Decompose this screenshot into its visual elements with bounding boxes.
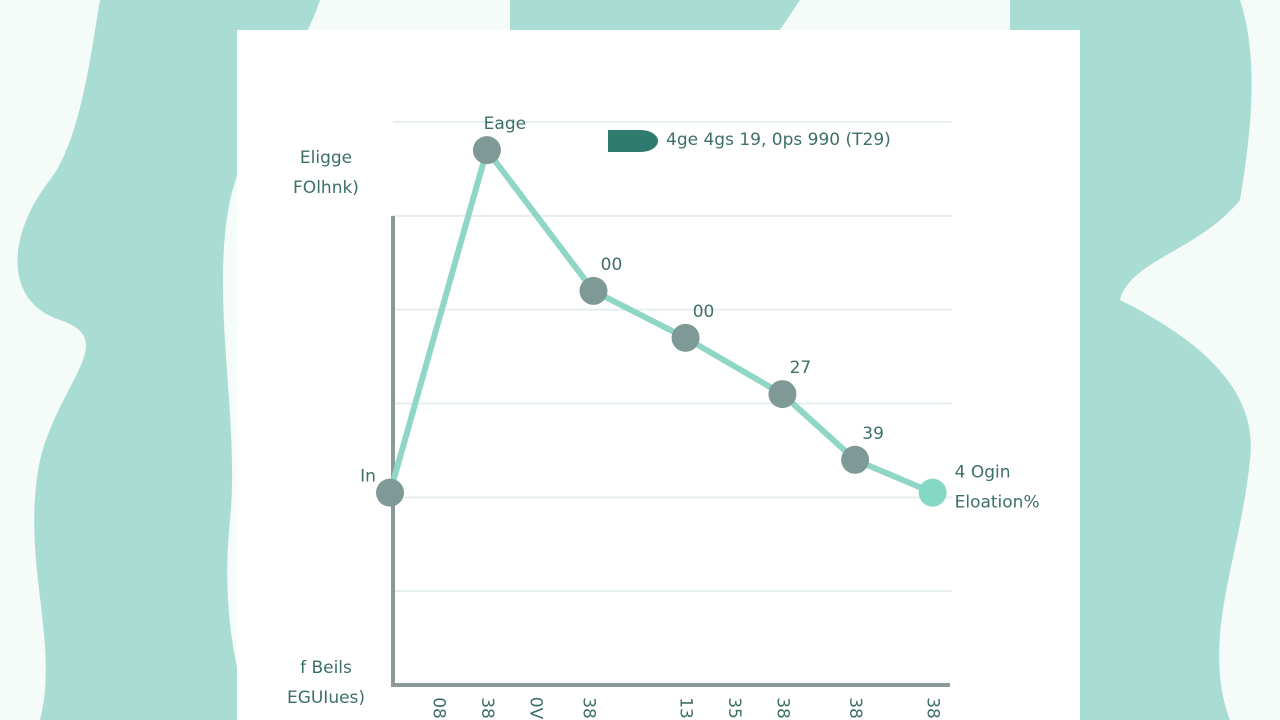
y-axis-label-line: Eligge: [300, 148, 352, 168]
x-tick-label: 38: [772, 697, 792, 719]
legend-swatch: [608, 130, 658, 152]
data-point: [841, 445, 870, 474]
plot-area: [393, 121, 952, 593]
x-tick-label: 35: [724, 697, 744, 719]
x-tick-label: 38: [845, 697, 865, 719]
point-label: 4 Ogin Eloation%: [955, 463, 1040, 513]
x-axis-label: f Beils EGUIues): [287, 658, 365, 708]
x-tick-label: 38: [923, 697, 943, 719]
data-point: [918, 478, 947, 507]
point-label: In: [360, 467, 376, 487]
point-label-line: 4 Ogin: [955, 463, 1011, 483]
x-tick-label: 0V: [525, 697, 545, 720]
data-point: [579, 276, 608, 305]
point-label: 00: [693, 302, 715, 322]
x-tick-label: 13: [676, 697, 696, 719]
point-label-line: Eloation%: [955, 492, 1040, 512]
point-label: Eage: [484, 114, 526, 134]
data-point: [768, 380, 797, 409]
point-label: 00: [601, 255, 623, 275]
data-point: [472, 136, 501, 165]
chart-panel: [237, 30, 1080, 720]
data-point: [671, 323, 700, 352]
y-axis-label: Eligge FOlhnk): [293, 148, 359, 198]
x-tick-label: 38: [477, 697, 497, 719]
x-axis-label-line: f Beils: [300, 658, 352, 678]
x-tick-label: 38: [579, 697, 599, 719]
x-axis-label-line: EGUIues): [287, 688, 365, 708]
legend-label: 4ge 4gs 19, 0ps 990 (T29): [666, 130, 891, 150]
background-silhouettes: [17, 0, 1252, 720]
point-label: 27: [790, 358, 812, 378]
y-axis-label-line: FOlhnk): [293, 178, 359, 198]
point-label: 39: [862, 424, 884, 444]
data-point: [376, 478, 404, 507]
x-tick-label: 08: [428, 697, 448, 719]
